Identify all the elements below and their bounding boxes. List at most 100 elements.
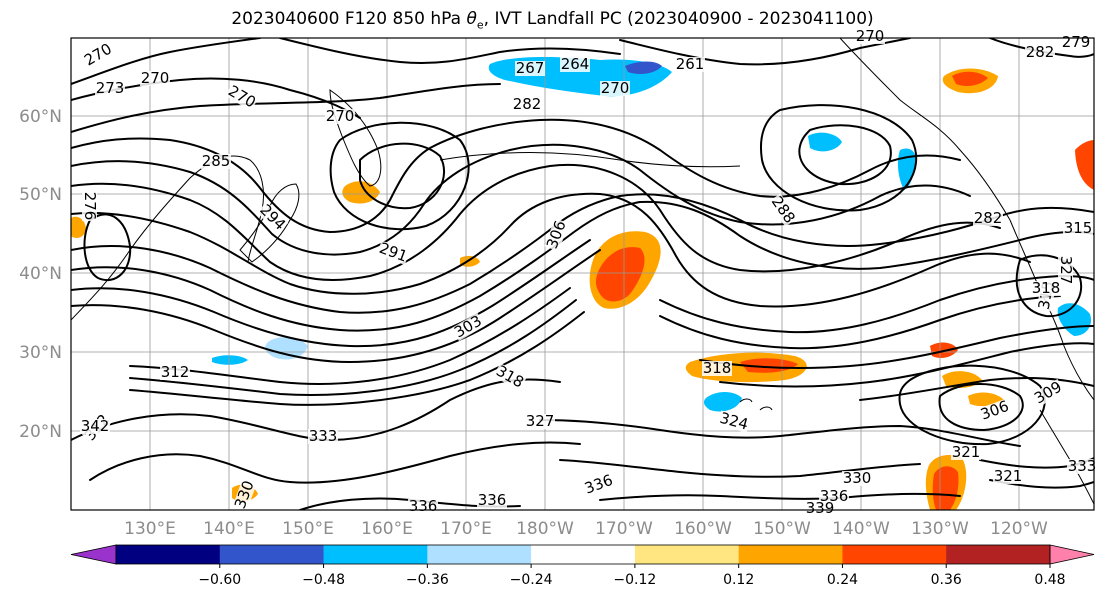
contour-label-group: 270 [140, 69, 170, 87]
contour-label: 342 [81, 417, 110, 435]
colorbar-tick-label: 0.24 [827, 572, 858, 588]
contour-label-background [160, 365, 190, 380]
contour-label: 285 [202, 152, 231, 170]
shade-region-hawaii-blue [703, 392, 742, 412]
contour-label: 282 [513, 95, 542, 113]
contour-label-background [256, 201, 289, 234]
contour-label-group: 318 [702, 359, 732, 377]
shade-region-west-edge-orange [71, 216, 86, 238]
contour-line [898, 364, 1046, 446]
contour-label-group: 333 [1067, 457, 1097, 475]
contour-label: 273 [96, 79, 125, 97]
contour-line [71, 83, 501, 133]
latitude-label: 40°N [19, 264, 62, 284]
shade-region-alaska-red [952, 71, 988, 86]
contour-line [559, 459, 921, 478]
contour-label-group: 285 [201, 152, 231, 170]
contour-label: 321 [952, 443, 981, 461]
coastline-aleutians [439, 152, 741, 168]
contour-label: 279 [1062, 33, 1091, 51]
contour-label: 315 [1064, 219, 1093, 237]
contour-line [71, 143, 971, 256]
contour-line [639, 200, 1094, 270]
shade-region-se-blue [212, 355, 248, 365]
colorbar-segment [116, 545, 221, 564]
contour-line [1015, 254, 1083, 318]
contour-label-background [582, 472, 616, 497]
contour-label: 312 [161, 363, 190, 381]
contour-label-group: 315 [1063, 219, 1093, 237]
contour-label: 336 [478, 491, 507, 509]
coastline-alaska [839, 38, 1011, 221]
contour-label-background [515, 61, 545, 76]
longitude-label: 130°E [124, 519, 176, 539]
shade-region-dateline-red [595, 247, 645, 302]
contour-line [71, 249, 601, 363]
colorbar-segment [531, 545, 636, 564]
contour-label: 270 [856, 27, 885, 45]
contour-label-background [451, 312, 485, 341]
theta-subscript: e [476, 18, 484, 32]
contour-label-group: 333 [308, 427, 338, 445]
colorbar-segment [634, 545, 740, 564]
longitude-label: 170°W [595, 519, 653, 539]
contour-label-background [201, 154, 231, 169]
contour-label: 318 [703, 359, 732, 377]
contour-label-group: 327 [525, 412, 555, 430]
longitude-label: 180°W [516, 519, 574, 539]
contour-line [71, 164, 1001, 281]
contour-line [539, 419, 1021, 447]
colorbar-segment [323, 545, 428, 564]
contour-line [71, 192, 1031, 308]
contour-line [71, 239, 591, 348]
colorbar-arrow-high [1049, 544, 1095, 565]
shade-region-japan-orange [342, 181, 380, 204]
contour-label-background [805, 501, 835, 516]
contour-label-background [768, 193, 798, 227]
contour-line [129, 311, 585, 406]
colorbar-arrow-low [70, 544, 117, 565]
colorbar-segment [946, 545, 1051, 564]
contour-label-background [702, 361, 732, 376]
contour-line [279, 38, 621, 65]
shade-region-subtropic-red [740, 358, 798, 373]
contour-label-group: 282 [512, 95, 542, 113]
contour-line [798, 124, 892, 186]
contour-label-background [477, 493, 507, 508]
colorbar-segment [738, 545, 843, 564]
contour-label-group: 327 [1057, 255, 1075, 285]
contour-label-group: 312 [160, 363, 190, 381]
contour-label: 270 [326, 107, 355, 125]
contour-line [359, 142, 445, 210]
contour-line [329, 121, 470, 231]
contour-label-background [376, 240, 410, 265]
contour-label-group: 321 [951, 443, 981, 461]
contour-label-group: 336 [819, 487, 849, 505]
longitude-label: 170°E [440, 519, 492, 539]
colorbar-tick-label: 0.12 [723, 572, 754, 588]
colorbar-tick-label: −0.48 [302, 572, 345, 588]
longitude-label: 140°W [832, 519, 890, 539]
contour-label: 264 [561, 55, 590, 73]
contour-label-group: 336 [477, 491, 507, 509]
latitude-axis: 60°N 50°N 40°N 30°N 20°N [19, 107, 62, 442]
contour-line [859, 377, 1094, 401]
contour-label-background [544, 218, 569, 252]
contour-label: 321 [994, 467, 1023, 485]
shade-region-east-pacific-red [932, 466, 959, 510]
title-suffix: , IVT Landfall PC (2023040900 - 20230411… [483, 9, 874, 29]
colorbar-tick-label: −0.36 [406, 572, 449, 588]
contour-label-background [951, 445, 981, 460]
contour-line [83, 213, 132, 281]
contour-label: 261 [676, 55, 705, 73]
contour-label: 333 [1068, 457, 1097, 475]
contour-line [129, 287, 571, 385]
contour-label-background [819, 489, 849, 504]
contour-line [599, 492, 961, 501]
colorbar-segment [427, 545, 532, 564]
colorbar: −0.60 −0.48 −0.36 −0.24 −0.12 0.12 0.24 0.36 0.4… [70, 544, 1095, 588]
contour-label-background [1025, 45, 1055, 60]
longitude-label: 150°E [282, 519, 334, 539]
contour-label: 318 [1032, 279, 1061, 297]
